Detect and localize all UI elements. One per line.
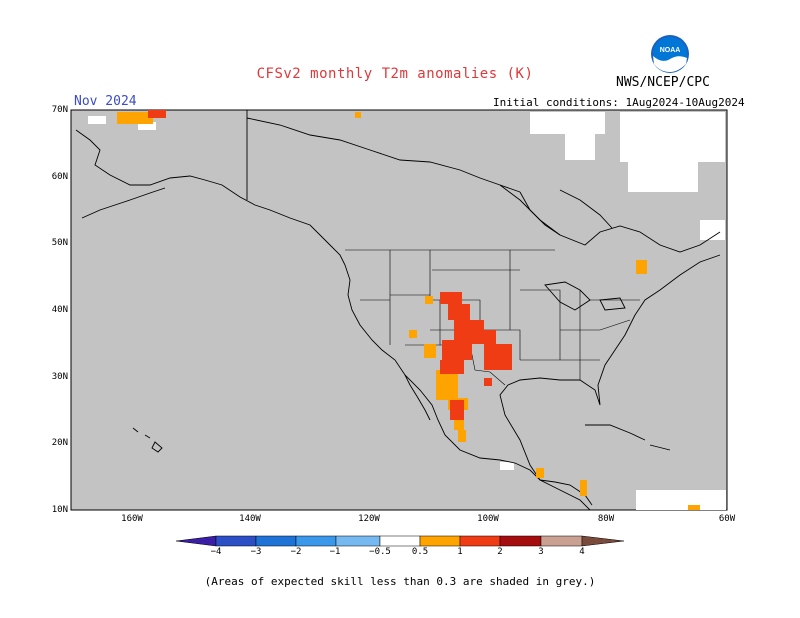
colorbar-arrow-left (175, 535, 217, 547)
svg-text:NOAA: NOAA (660, 47, 681, 54)
skill-footnote: (Areas of expected skill less than 0.3 a… (204, 575, 596, 588)
colorbar-box (379, 535, 421, 547)
colorbar-box (540, 535, 583, 547)
lon-label-120w: 120W (358, 514, 380, 524)
lon-label-60w: 60W (718, 514, 736, 524)
chart-title: CFSv2 monthly T2m anomalies (K) (256, 66, 534, 82)
lat-label-20n: 20N (51, 438, 68, 448)
lon-label-160w: 160W (121, 514, 143, 524)
colorbar-label: −1 (329, 547, 341, 557)
lat-label-40n: 40N (51, 305, 68, 315)
noaa-logo: NOAA (651, 35, 689, 73)
colorbar-label: 1 (457, 547, 463, 557)
colorbar-box (419, 535, 461, 547)
lon-label-100w: 100W (477, 514, 499, 524)
arctic-white-patches (88, 112, 726, 510)
initial-conditions: Initial conditions: 1Aug2024-10Aug2024 (493, 96, 745, 109)
lat-label-10n: 10N (51, 505, 68, 515)
lat-label-50n: 50N (51, 238, 68, 248)
colorbar-label: 0.5 (411, 547, 429, 557)
colorbar-label: 3 (538, 547, 544, 557)
lon-label-80w: 80W (597, 514, 615, 524)
colorbar-label: 4 (579, 547, 585, 557)
colorbar-box (255, 535, 297, 547)
agency-label: NWS/NCEP/CPC (616, 75, 710, 90)
lat-label-70n: 70N (51, 105, 68, 115)
colorbar-box (295, 535, 337, 547)
colorbar-box (335, 535, 381, 547)
colorbar-label: −2 (290, 547, 302, 557)
colorbar-box (459, 535, 501, 547)
colorbar-box (499, 535, 542, 547)
lat-label-30n: 30N (51, 372, 68, 382)
colorbar-label: −0.5 (369, 547, 391, 557)
colorbar-label: −4 (210, 547, 222, 557)
colorbar-box (215, 535, 257, 547)
forecast-month: Nov 2024 (74, 94, 137, 109)
anomaly-red (148, 110, 512, 420)
colorbar-label: −3 (250, 547, 262, 557)
lat-label-60n: 60N (51, 172, 68, 182)
colorbar-arrow-right (581, 535, 625, 547)
colorbar-label: 2 (497, 547, 503, 557)
lon-label-140w: 140W (239, 514, 261, 524)
